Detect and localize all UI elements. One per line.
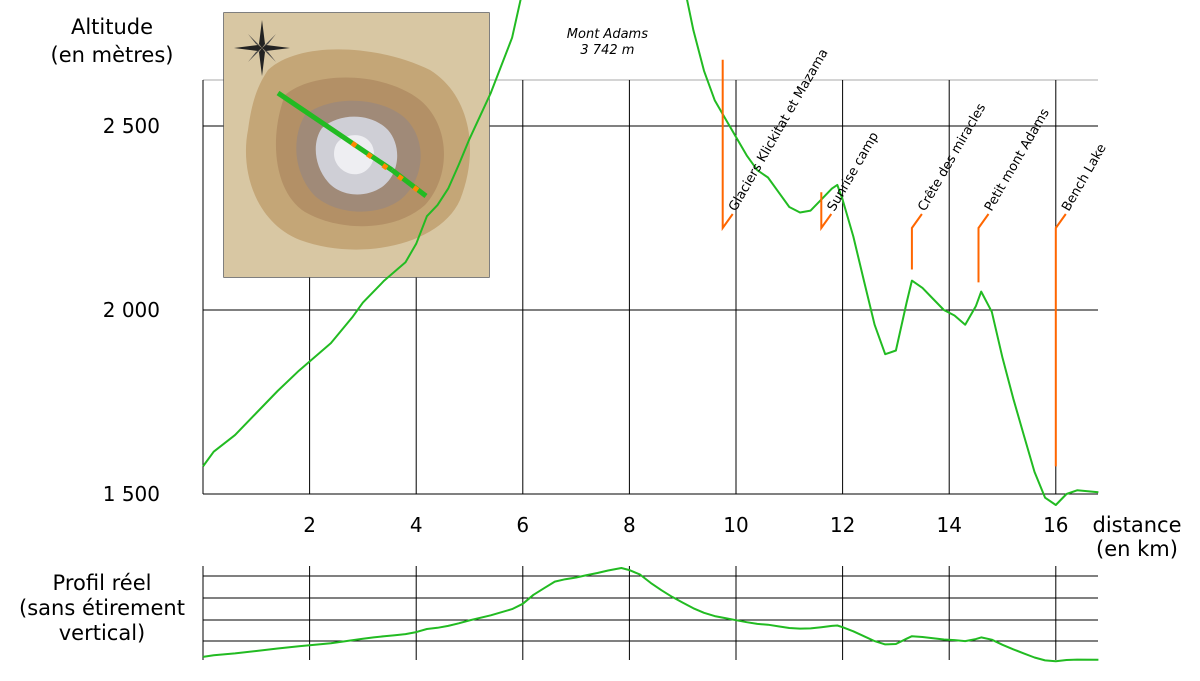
elevation-profile-line xyxy=(202,0,1099,506)
real-profile-title-line3: vertical) xyxy=(59,621,146,645)
real-profile-title: Profil réel (sans étirement vertical) xyxy=(19,571,185,645)
compass-rose-icon xyxy=(234,20,290,76)
y-axis-title-line1: Altitude xyxy=(71,15,153,39)
x-axis-title-line2: (en km) xyxy=(1096,537,1178,561)
x-tick-label-12: 12 xyxy=(830,513,855,537)
summit-name-label: Mont Adams xyxy=(567,27,648,42)
real-profile-chart xyxy=(202,566,1099,663)
annotation-3: Sunrise camp xyxy=(820,130,882,232)
annotation-leader-line xyxy=(1054,213,1067,467)
x-tick-label-8: 8 xyxy=(623,513,636,537)
real-profile-title-line2: (sans étirement xyxy=(19,596,185,620)
annotation-label: Glaciers Klickitat et Mazama xyxy=(726,46,831,214)
annotation-2: Glaciers Klickitat et Mazama xyxy=(721,46,832,232)
annotation-label: Crête des miracles xyxy=(915,101,989,214)
map-track-end xyxy=(390,168,428,198)
annotation-6: Bench Lake xyxy=(1054,142,1110,467)
real-profile-title-line1: Profil réel xyxy=(53,571,152,595)
summit-marker: Mont Adams 3 742 m xyxy=(567,27,648,58)
real-profile-line xyxy=(202,567,1099,663)
x-axis-title-line1: distance xyxy=(1093,513,1182,537)
annotation-label: Sunrise camp xyxy=(825,130,882,214)
y-tick-label-2000: 2 000 xyxy=(103,298,160,322)
x-tick-label-16: 16 xyxy=(1043,513,1068,537)
y-axis-title-line2: (en mètres) xyxy=(51,43,174,67)
inset-relief-map xyxy=(223,12,490,278)
y-tick-label-2500: 2 500 xyxy=(103,114,160,138)
y-tick-label-1500: 1 500 xyxy=(103,482,160,506)
x-tick-label-10: 10 xyxy=(723,513,748,537)
annotation-leader-line xyxy=(910,213,923,270)
axis-titles: Altitude (en mètres) distance (en km) xyxy=(51,15,1182,561)
annotation-label: Petit mont Adams xyxy=(982,106,1053,214)
annotation-leader-line xyxy=(977,213,990,283)
x-tick-label-6: 6 xyxy=(516,513,529,537)
summit-altitude-label: 3 742 m xyxy=(580,43,634,58)
map-track xyxy=(276,90,394,173)
x-tick-label-2: 2 xyxy=(303,513,316,537)
map-summit-snow xyxy=(334,135,375,175)
annotation-label: Bench Lake xyxy=(1059,142,1109,214)
x-tick-label-14: 14 xyxy=(936,513,961,537)
annotation-leader-line xyxy=(721,59,734,232)
annotation-5: Petit mont Adams xyxy=(977,106,1053,283)
x-tick-label-4: 4 xyxy=(410,513,423,537)
annotation-leader-line xyxy=(820,192,833,232)
